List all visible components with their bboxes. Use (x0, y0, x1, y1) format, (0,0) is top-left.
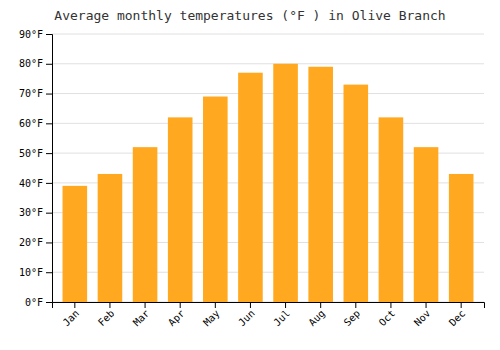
tick-mark (250, 302, 251, 308)
tick-mark (145, 302, 146, 308)
tick-mark (285, 302, 286, 308)
tick-mark (180, 302, 181, 308)
tick: Mar (131, 302, 152, 328)
tick-mark (461, 302, 462, 308)
bar (63, 186, 88, 302)
tick-label: 90°F (19, 29, 43, 40)
bar (203, 97, 228, 302)
tick: Jan (61, 302, 82, 328)
tick: Feb (96, 302, 117, 328)
tick-label: Apr (166, 308, 187, 329)
tick-label: Oct (377, 308, 398, 329)
axis-line (53, 303, 485, 309)
tick-mark (46, 34, 52, 35)
tick-label: Nov (412, 308, 433, 329)
tick: Dec (447, 302, 468, 328)
grid-line (52, 34, 484, 35)
chart: Jan Feb Mar Apr May Jun Jul Aug Sep Oct Nov Dec 0°F 1… (0, 0, 500, 350)
tick-mark (74, 302, 75, 308)
bar (168, 117, 193, 302)
tick-label: May (201, 308, 222, 329)
bar (308, 67, 333, 302)
tick-label: 40°F (19, 178, 43, 189)
tick: 0°F (25, 297, 52, 308)
bar (98, 174, 123, 302)
tick-mark (390, 302, 391, 308)
bar (133, 147, 158, 302)
bar (238, 73, 263, 302)
axis-line (46, 35, 53, 303)
grid-line (52, 93, 484, 94)
bar (344, 85, 369, 302)
bar (449, 174, 474, 302)
tick-mark (46, 302, 52, 303)
grid (52, 34, 484, 302)
tick-label: Aug (306, 308, 327, 329)
tick: Sep (342, 302, 363, 328)
tick-label: Jan (61, 308, 82, 329)
tick-mark (46, 242, 52, 243)
tick: 30°F (19, 207, 52, 218)
tick-label: 80°F (19, 58, 43, 69)
tick-mark (109, 302, 110, 308)
tick-mark (46, 183, 52, 184)
tick-mark (215, 302, 216, 308)
tick: 20°F (19, 237, 52, 248)
tick-label: 60°F (19, 118, 43, 129)
tick-label: 70°F (19, 88, 43, 99)
tick: 10°F (19, 267, 52, 278)
tick-mark (426, 302, 427, 308)
tick-label: 20°F (19, 237, 43, 248)
tick-mark (46, 272, 52, 273)
tick: Apr (166, 302, 187, 328)
tick-mark (46, 64, 52, 65)
tick: May (201, 302, 222, 328)
tick: 90°F (19, 29, 52, 40)
tick: Jul (271, 302, 292, 328)
tick-label: Dec (447, 308, 468, 329)
tick: Nov (412, 302, 433, 328)
bar (414, 147, 439, 302)
tick-mark (46, 94, 52, 95)
tick: 60°F (19, 118, 52, 129)
tick-mark (355, 302, 356, 308)
grid-line (52, 63, 484, 64)
y-axis: 0°F 10°F 20°F 30°F 40°F 50°F 60°F 70°F 80°F 90°F (19, 29, 53, 308)
tick-label: 0°F (25, 297, 43, 308)
tick: 40°F (19, 178, 52, 189)
tick: 80°F (19, 58, 52, 69)
tick-label: 50°F (19, 148, 43, 159)
title: Average monthly temperatures (°F ) in Ol… (54, 8, 445, 23)
bar (273, 64, 298, 302)
bars (63, 64, 474, 302)
tick-label: Jul (271, 308, 292, 329)
tick-label: 10°F (19, 267, 43, 278)
tick-label: Sep (342, 308, 363, 329)
tick: Jun (236, 302, 257, 328)
tick-mark (320, 302, 321, 308)
tick: 70°F (19, 88, 52, 99)
tick-label: Feb (96, 308, 117, 329)
bar (379, 117, 404, 302)
x-axis: Jan Feb Mar Apr May Jun Jul Aug Sep Oct Nov Dec (53, 302, 485, 328)
tick-mark (46, 153, 52, 154)
tick-mark (46, 123, 52, 124)
tick: Oct (377, 302, 398, 328)
tick: 50°F (19, 148, 52, 159)
plot: Jan Feb Mar Apr May Jun Jul Aug Sep Oct Nov Dec 0°F 1… (19, 29, 485, 329)
tick-label: Mar (131, 308, 152, 329)
tick-label: 30°F (19, 207, 43, 218)
grid-line (52, 123, 484, 124)
tick-label: Jun (236, 308, 257, 329)
tick: Aug (306, 302, 327, 328)
tick-mark (46, 213, 52, 214)
